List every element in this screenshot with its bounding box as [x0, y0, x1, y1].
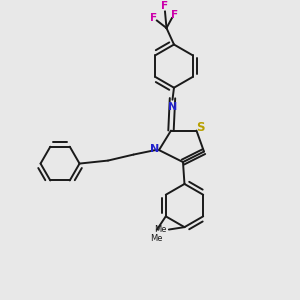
- Text: N: N: [150, 144, 159, 154]
- Text: F: F: [161, 2, 169, 11]
- Text: Me: Me: [154, 225, 167, 234]
- Text: F: F: [150, 13, 158, 22]
- Text: Me: Me: [151, 234, 163, 243]
- Text: N: N: [168, 102, 177, 112]
- Text: F: F: [171, 10, 178, 20]
- Text: S: S: [196, 121, 205, 134]
